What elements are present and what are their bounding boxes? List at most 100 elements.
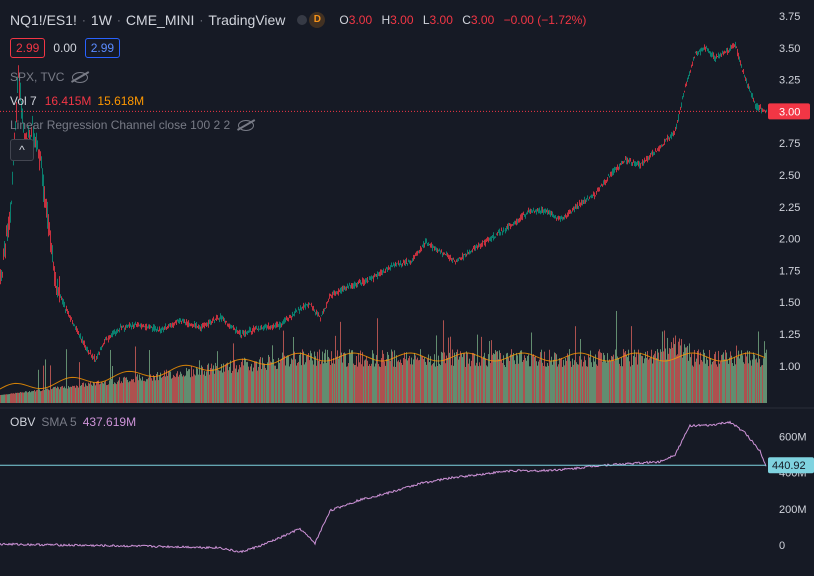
volume-bar (273, 359, 274, 403)
volume-bar (38, 369, 39, 403)
volume-bar (144, 380, 145, 403)
hidden-eye-icon[interactable] (72, 71, 89, 83)
price-tick-label: 1.00 (779, 361, 800, 373)
volume-bar (518, 363, 519, 403)
volume-bar (176, 373, 177, 403)
volume-bar (558, 364, 559, 403)
volume-bar (593, 357, 594, 403)
volume-bar (311, 353, 312, 403)
volume-bar (546, 366, 547, 403)
volume-bar (571, 366, 572, 403)
volume-bar (177, 371, 178, 403)
volume-bar (115, 383, 116, 403)
volume-bar (77, 385, 78, 403)
volume-bar (304, 364, 305, 403)
volume-bar (431, 365, 432, 403)
volume-bar (701, 359, 702, 403)
volume-bar (262, 357, 263, 403)
volume-bar (612, 356, 613, 403)
obv-legend[interactable]: OBV SMA 5 437.619M (10, 415, 136, 429)
volume-bar (183, 375, 184, 403)
volume-bar (633, 355, 634, 403)
volume-bar (694, 349, 695, 403)
volume-bar (646, 357, 647, 403)
volume-bar (653, 355, 654, 403)
volume-bar (340, 321, 341, 403)
volume-bar (119, 377, 120, 403)
volume-bar (481, 336, 482, 403)
volume-bar (524, 355, 525, 403)
volume-bar (645, 351, 646, 403)
lrc-legend[interactable]: Linear Regression Channel close 100 2 2 (10, 118, 255, 132)
volume-bar (296, 365, 297, 403)
volume-bar (400, 359, 401, 403)
volume-bar (105, 381, 106, 403)
symbol-name[interactable]: NQ1!/ES1! (10, 12, 77, 28)
volume-bar (733, 365, 734, 403)
volume-bar (103, 383, 104, 403)
volume-bar (193, 369, 194, 403)
volume-bar (556, 354, 557, 403)
hidden-eye-icon[interactable] (238, 119, 255, 131)
volume-bar (730, 351, 731, 403)
volume-bar (214, 373, 215, 403)
volume-bar (243, 365, 244, 403)
volume-bar (320, 364, 321, 403)
volume-bar (476, 362, 477, 403)
volume-bar (710, 357, 711, 403)
volume-bar (629, 361, 630, 403)
volume-bar (178, 376, 179, 403)
volume-bar (143, 380, 144, 403)
volume-bar (480, 365, 481, 403)
volume-bar (293, 336, 294, 403)
spx-label: SPX, TVC (10, 70, 65, 84)
volume-bar (284, 355, 285, 403)
volume-bar (305, 362, 306, 403)
volume-bar (765, 352, 766, 403)
volume-bar (257, 370, 258, 403)
volume-bar (754, 354, 755, 403)
volume-bar (53, 387, 54, 403)
volume-bar (347, 366, 348, 403)
volume-bar (670, 348, 671, 403)
volume-bar (309, 360, 310, 403)
volume-bar (607, 353, 608, 403)
volume-bar (174, 376, 175, 403)
volume-bar (459, 356, 460, 403)
volume-bar (662, 331, 663, 403)
volume-bar (0, 395, 1, 403)
volume-legend[interactable]: Vol 7 16.415M 15.618M (10, 94, 144, 108)
price-tick-label: 2.00 (779, 234, 800, 246)
volume-bar (738, 350, 739, 403)
volume-bar (42, 390, 43, 403)
volume-bar (579, 356, 580, 403)
volume-bar (661, 351, 662, 403)
collapse-legend-button[interactable]: ^ (10, 139, 34, 161)
volume-bar (549, 349, 550, 403)
interval[interactable]: 1W (90, 12, 112, 28)
volume-bar (605, 360, 606, 403)
volume-bar (171, 378, 172, 403)
volume-bar (495, 350, 496, 403)
spx-legend[interactable]: SPX, TVC (10, 70, 89, 84)
volume-bar (407, 360, 408, 403)
volume-bar (186, 367, 187, 403)
volume-bar (512, 355, 513, 403)
volume-bar (164, 370, 165, 403)
volume-bar (498, 359, 499, 403)
volume-bar (56, 388, 57, 403)
delayed-badge[interactable]: D (297, 12, 326, 28)
volume-bar (405, 359, 406, 403)
volume-bar (104, 381, 105, 403)
volume-bar (336, 356, 337, 403)
ask-button[interactable]: 2.99 (84, 38, 121, 58)
volume-bar (233, 343, 234, 403)
volume-bar (756, 358, 757, 403)
volume-bar (517, 355, 518, 403)
volume-bar (4, 394, 5, 403)
volume-bar (222, 372, 223, 403)
volume-bar (491, 340, 492, 403)
volume-bar (241, 361, 242, 403)
bid-button[interactable]: 2.99 (10, 38, 46, 58)
